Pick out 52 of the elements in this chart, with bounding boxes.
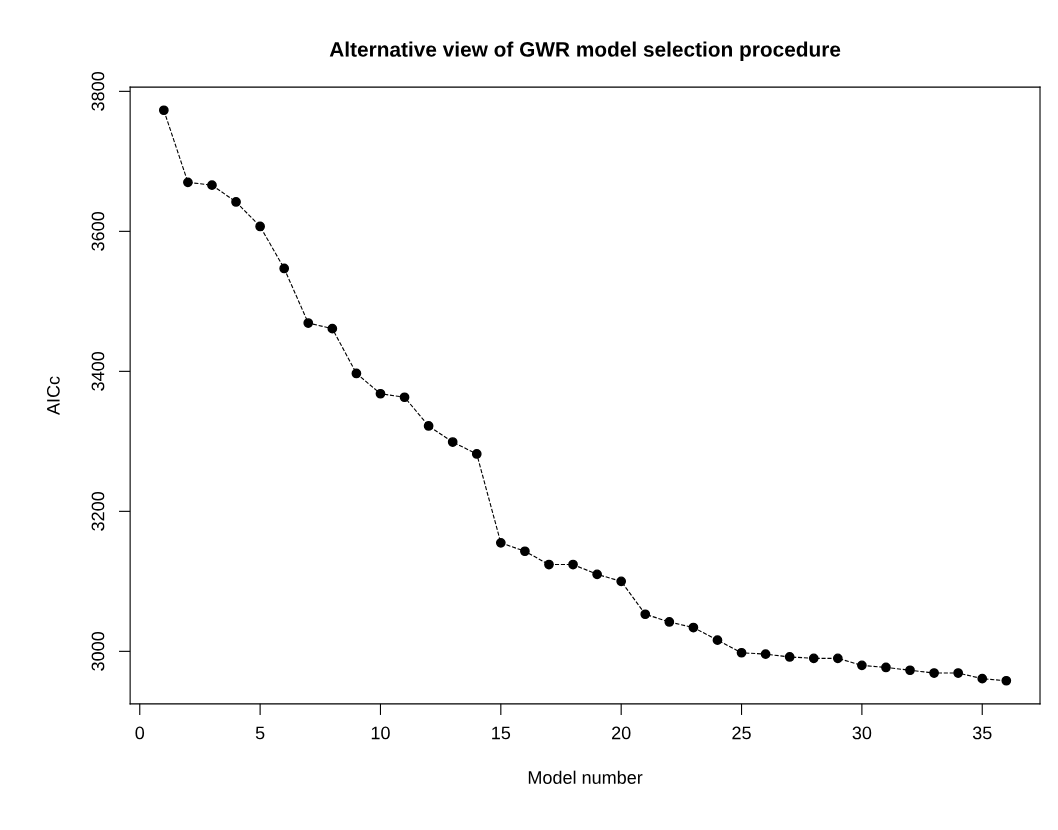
y-tick-label: 3400 xyxy=(91,351,105,391)
point xyxy=(881,662,891,673)
point xyxy=(977,673,988,684)
point xyxy=(592,569,602,580)
point xyxy=(207,180,217,191)
y-tick-label: 3000 xyxy=(91,631,105,671)
point xyxy=(953,668,964,678)
point xyxy=(351,368,362,379)
y-tick-label: 3200 xyxy=(91,491,105,531)
x-tick-label: 20 xyxy=(612,726,631,740)
point xyxy=(544,559,554,570)
point xyxy=(158,105,169,116)
y-tick-label: 3800 xyxy=(91,71,105,111)
point xyxy=(664,617,675,627)
point xyxy=(712,635,723,646)
point xyxy=(736,647,747,658)
point xyxy=(929,668,939,678)
point xyxy=(375,388,386,399)
point xyxy=(399,392,410,403)
x-tick-label: 25 xyxy=(732,726,751,740)
chart-title: Alternative view of GWR model selection procedure xyxy=(329,41,841,61)
point xyxy=(1001,675,1012,686)
point xyxy=(447,437,458,447)
point xyxy=(327,323,338,334)
point xyxy=(231,197,241,207)
point xyxy=(303,318,314,328)
point xyxy=(616,576,627,587)
point xyxy=(857,660,867,671)
x-tick-label: 10 xyxy=(371,726,390,740)
point xyxy=(183,177,193,188)
y-tick-label: 3600 xyxy=(91,211,105,251)
x-tick-label: 15 xyxy=(492,726,511,740)
point xyxy=(808,653,819,664)
point xyxy=(640,609,651,620)
x-tick-label: 35 xyxy=(972,726,992,740)
point xyxy=(568,559,578,570)
x-tick-label: 30 xyxy=(852,726,872,740)
point xyxy=(279,263,290,274)
point xyxy=(905,665,915,676)
x-axis-title: Model number xyxy=(528,770,643,784)
x-tick-label: 0 xyxy=(135,726,145,740)
point xyxy=(520,546,530,557)
point xyxy=(471,449,482,459)
point xyxy=(688,622,699,633)
point xyxy=(255,221,265,232)
point xyxy=(495,537,506,548)
point xyxy=(423,421,434,431)
point xyxy=(760,649,771,660)
y-axis-title: AICc xyxy=(46,376,60,416)
x-tick-label: 5 xyxy=(255,726,265,740)
point xyxy=(832,653,843,664)
point xyxy=(784,652,795,662)
